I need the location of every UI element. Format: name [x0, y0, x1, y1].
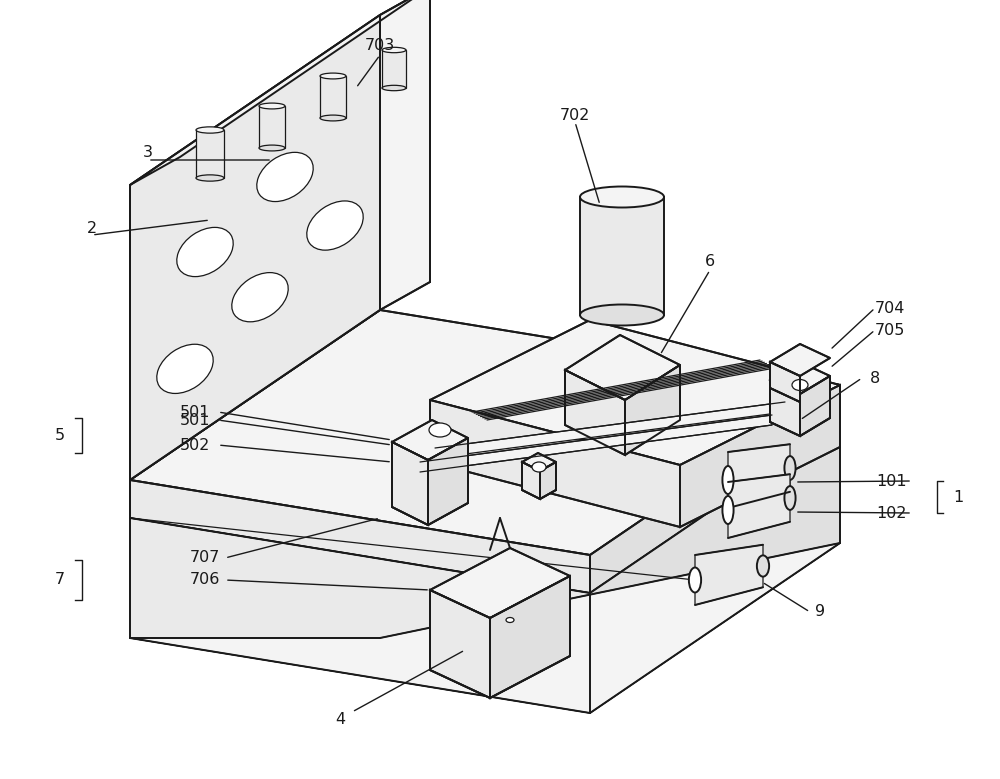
Polygon shape: [392, 420, 468, 460]
Text: 6: 6: [705, 255, 715, 270]
Polygon shape: [380, 0, 430, 310]
Polygon shape: [392, 442, 428, 525]
Ellipse shape: [259, 103, 285, 109]
Polygon shape: [259, 106, 285, 148]
Text: 8: 8: [870, 371, 880, 386]
Polygon shape: [130, 543, 840, 713]
Ellipse shape: [307, 201, 363, 250]
Text: 702: 702: [560, 108, 590, 122]
Text: 704: 704: [875, 301, 905, 315]
Polygon shape: [590, 423, 840, 713]
Text: 7: 7: [55, 573, 65, 587]
Text: 703: 703: [365, 37, 395, 52]
Polygon shape: [770, 380, 800, 436]
Ellipse shape: [382, 85, 406, 90]
Text: 3: 3: [143, 144, 153, 160]
Ellipse shape: [196, 127, 224, 133]
Ellipse shape: [506, 618, 514, 622]
Text: 102: 102: [877, 506, 907, 520]
Text: 9: 9: [815, 605, 825, 619]
Polygon shape: [625, 365, 680, 455]
Ellipse shape: [580, 186, 664, 207]
Text: 706: 706: [190, 573, 220, 587]
Ellipse shape: [722, 496, 734, 524]
Polygon shape: [565, 335, 680, 400]
Text: 1: 1: [953, 489, 963, 505]
Text: 4: 4: [335, 713, 345, 728]
Polygon shape: [728, 444, 790, 508]
Text: 2: 2: [87, 220, 97, 235]
Polygon shape: [196, 130, 224, 178]
Polygon shape: [695, 545, 763, 605]
Ellipse shape: [784, 486, 796, 510]
Polygon shape: [430, 590, 490, 698]
Polygon shape: [728, 474, 790, 538]
Polygon shape: [428, 438, 468, 525]
Ellipse shape: [196, 174, 224, 182]
Polygon shape: [430, 320, 840, 465]
Polygon shape: [770, 344, 830, 376]
Ellipse shape: [784, 456, 796, 480]
Polygon shape: [565, 370, 625, 455]
Polygon shape: [770, 362, 800, 402]
Ellipse shape: [257, 153, 313, 202]
Ellipse shape: [689, 567, 701, 593]
Ellipse shape: [232, 273, 288, 322]
Polygon shape: [522, 453, 556, 471]
Text: 707: 707: [190, 551, 220, 566]
Ellipse shape: [429, 423, 451, 437]
Ellipse shape: [177, 227, 233, 277]
Polygon shape: [130, 518, 590, 713]
Ellipse shape: [320, 73, 346, 79]
Polygon shape: [800, 376, 830, 436]
Ellipse shape: [757, 555, 769, 576]
Polygon shape: [130, 310, 840, 555]
Polygon shape: [680, 385, 840, 527]
Polygon shape: [130, 15, 380, 480]
Ellipse shape: [259, 145, 285, 151]
Polygon shape: [580, 197, 664, 315]
Text: 101: 101: [877, 474, 907, 488]
Ellipse shape: [382, 48, 406, 53]
Polygon shape: [130, 480, 590, 593]
Ellipse shape: [320, 115, 346, 121]
Polygon shape: [590, 385, 840, 593]
Ellipse shape: [157, 344, 213, 393]
Text: 501: 501: [180, 404, 210, 420]
Polygon shape: [522, 462, 540, 499]
Ellipse shape: [532, 462, 546, 472]
Polygon shape: [320, 76, 346, 118]
Polygon shape: [430, 400, 680, 527]
Polygon shape: [430, 548, 570, 618]
Ellipse shape: [792, 379, 808, 390]
Polygon shape: [490, 576, 570, 698]
Polygon shape: [540, 462, 556, 499]
Polygon shape: [420, 415, 772, 472]
Polygon shape: [435, 402, 785, 458]
Polygon shape: [382, 50, 406, 88]
Ellipse shape: [580, 305, 664, 326]
Text: 502: 502: [180, 438, 210, 453]
Polygon shape: [130, 0, 430, 185]
Text: 501: 501: [180, 413, 210, 428]
Polygon shape: [770, 362, 830, 394]
Text: 5: 5: [55, 428, 65, 442]
Text: 705: 705: [875, 323, 905, 337]
Ellipse shape: [722, 466, 734, 494]
